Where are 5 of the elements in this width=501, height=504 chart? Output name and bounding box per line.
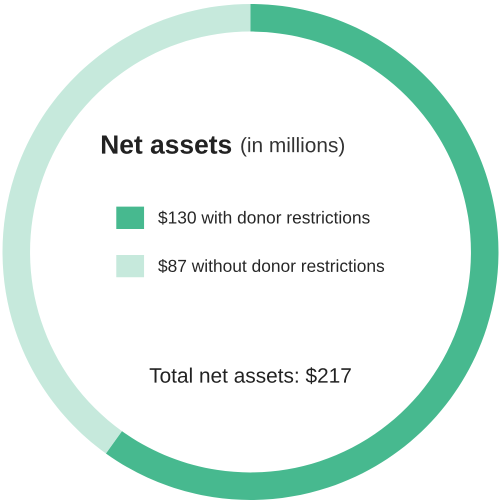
legend-label: $87 without donor restrictions bbox=[158, 258, 384, 274]
text: Net assets bbox=[102, 135, 232, 154]
text: (in millions) bbox=[241, 137, 344, 156]
legend-label: $130 with donor restrictions bbox=[158, 210, 370, 225]
text: Total net assets: $217 bbox=[150, 367, 351, 384]
